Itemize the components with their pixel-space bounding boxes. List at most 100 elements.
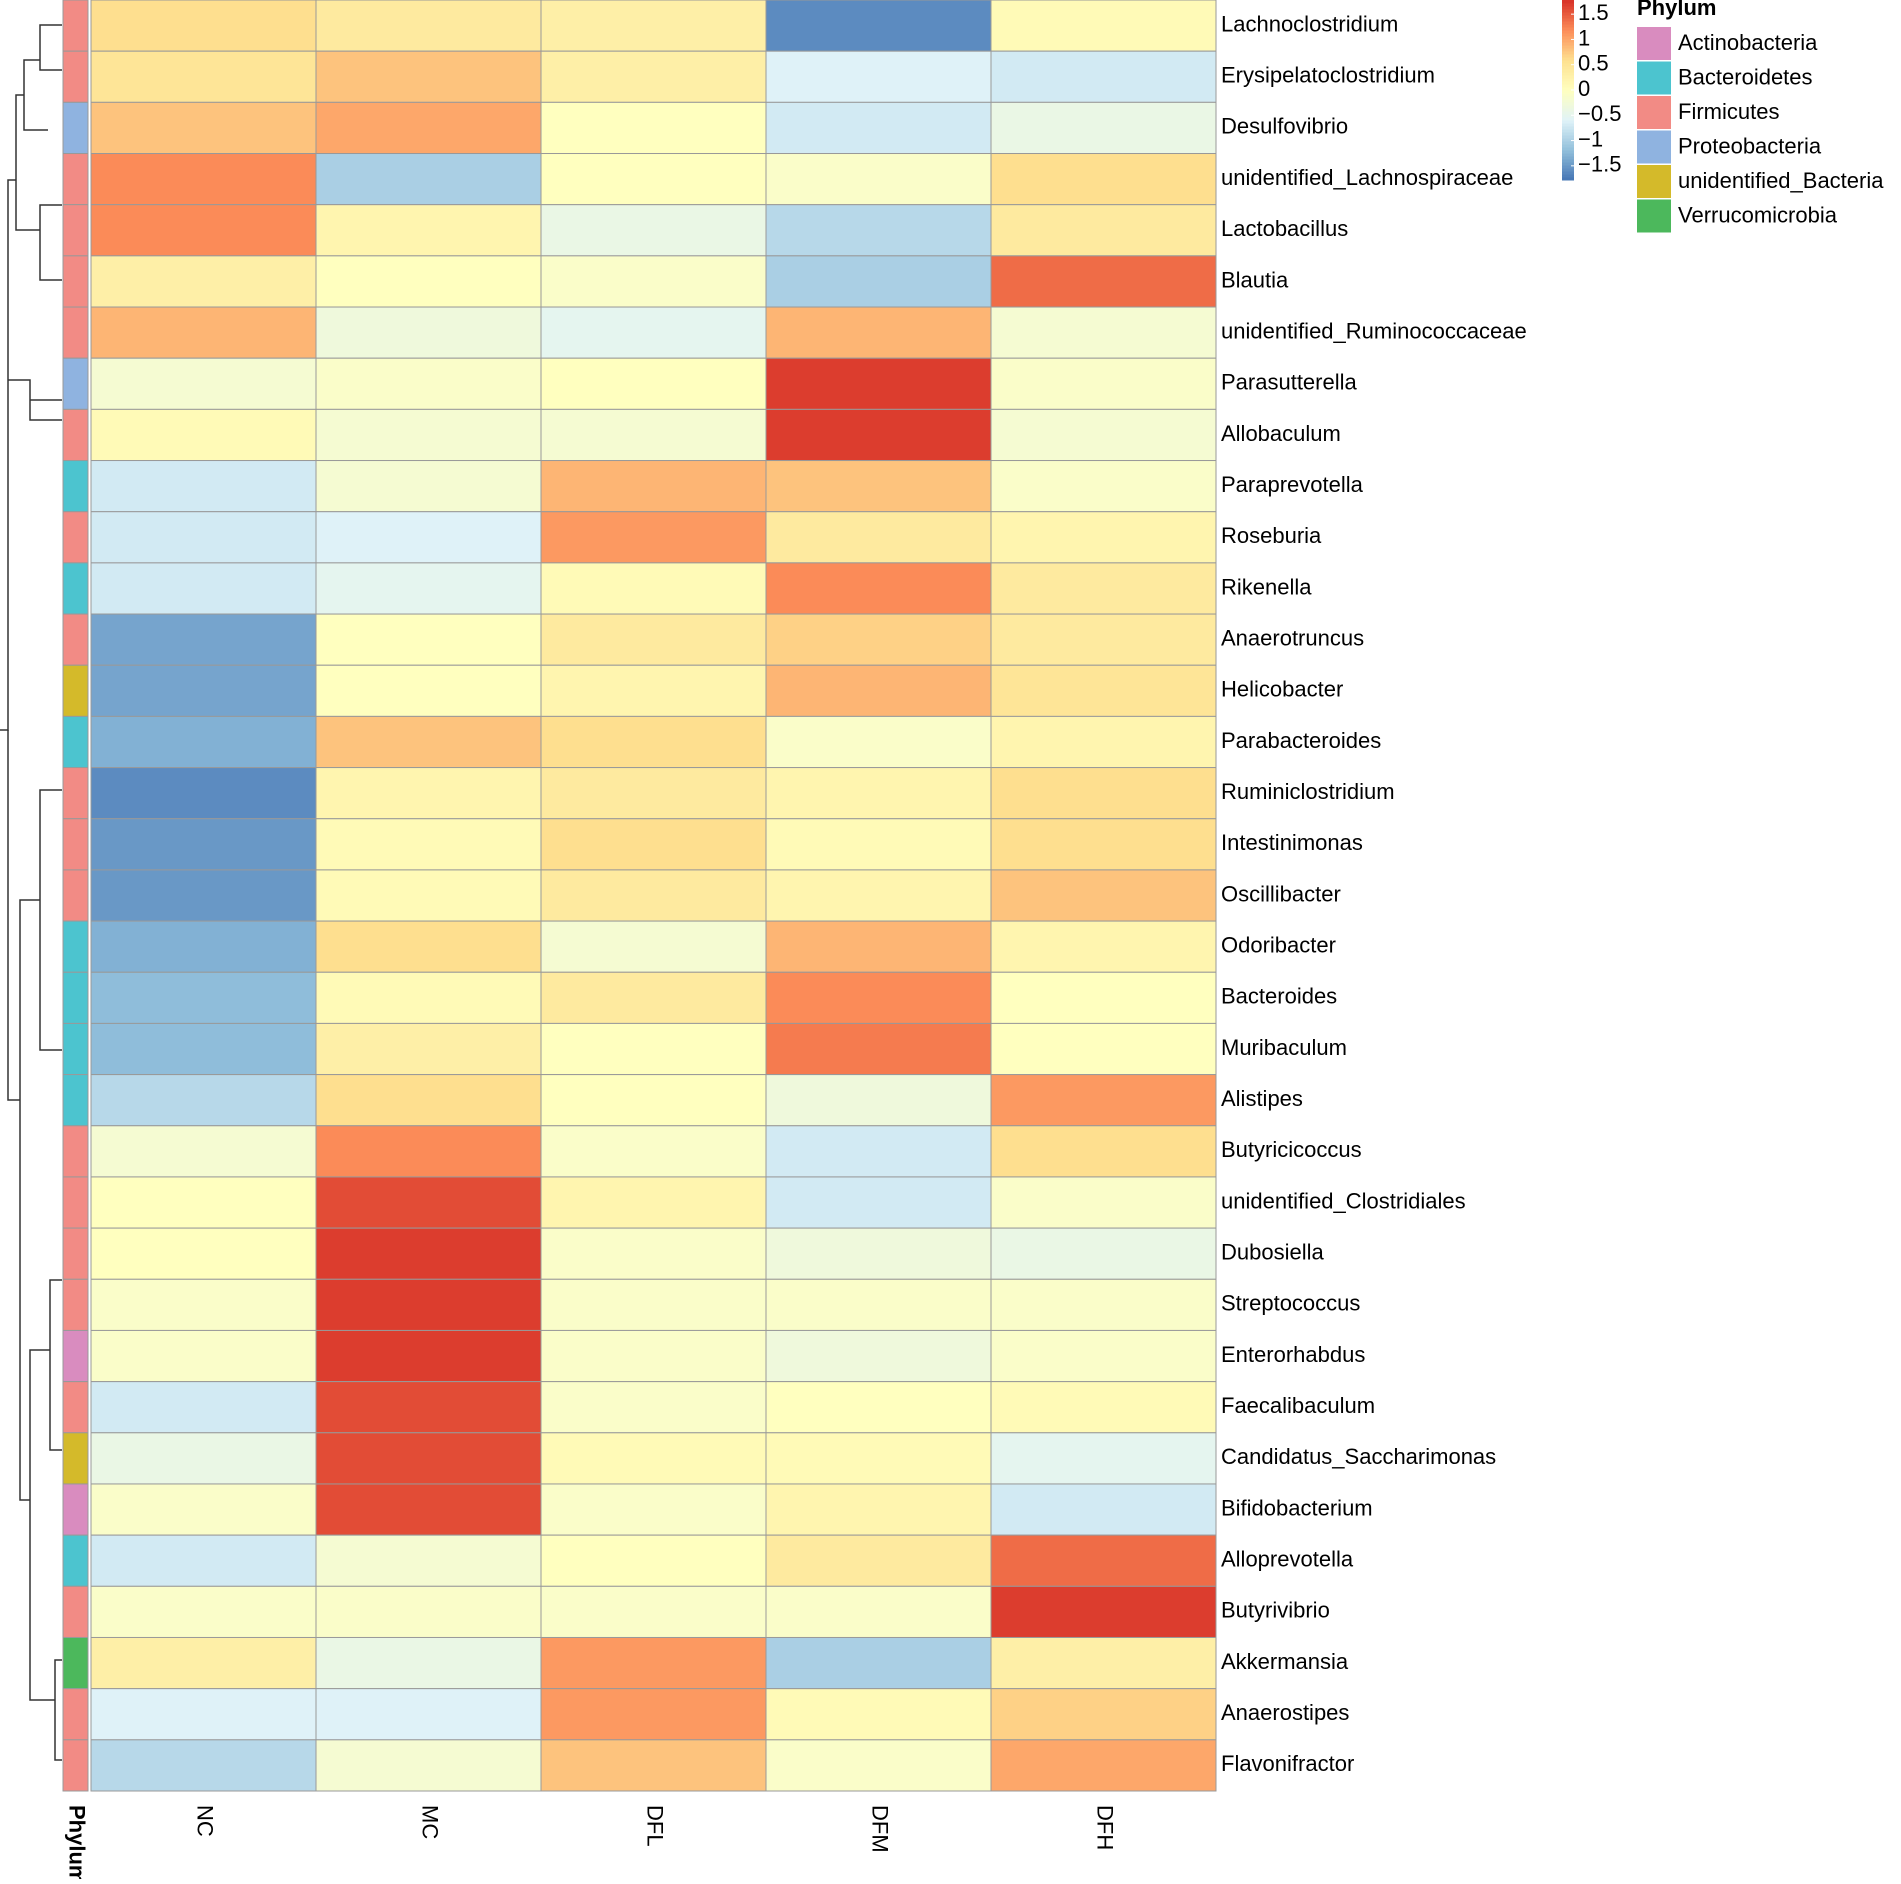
phylum-cell	[62, 153, 89, 206]
colorbar-tick-label: 1	[1578, 25, 1590, 50]
heat-cell	[315, 1022, 542, 1076]
heat-cell	[765, 1278, 992, 1331]
colorbar-segment	[1562, 15, 1574, 19]
heat-cell	[315, 1329, 542, 1383]
row-label: Streptococcus	[1221, 1291, 1360, 1316]
phylum-cell	[62, 818, 89, 871]
colorbar-segment	[1562, 165, 1574, 169]
colorbar-segment	[1562, 69, 1574, 73]
phylum-cell	[62, 971, 89, 1024]
legend-label: Bacteroidetes	[1678, 64, 1813, 89]
phylum-cell	[62, 511, 89, 564]
row-label: unidentified_Ruminococcaceae	[1221, 318, 1527, 343]
heat-cell	[540, 1022, 767, 1076]
colorbar-segment	[1562, 27, 1574, 31]
colorbar-segment	[1562, 63, 1574, 67]
row-label: Bifidobacterium	[1221, 1495, 1373, 1520]
heat-cell	[540, 1534, 767, 1587]
row-label: Candidatus_Saccharimonas	[1221, 1444, 1496, 1469]
colorbar-segment	[1562, 36, 1574, 40]
heat-cell	[540, 50, 767, 103]
heat-cell	[90, 204, 317, 257]
heat-cell	[990, 0, 1217, 52]
heat-cell	[990, 1688, 1217, 1741]
heat-cell	[90, 818, 317, 871]
heat-cell	[315, 1125, 542, 1178]
colorbar-segment	[1562, 108, 1574, 112]
heat-cell	[765, 50, 992, 103]
colorbar-segment	[1562, 48, 1574, 52]
heat-cell	[540, 460, 767, 513]
colorbar-segment	[1562, 132, 1574, 136]
heat-cell	[990, 562, 1217, 615]
heat-cell	[90, 1125, 317, 1178]
row-label: Desulfovibrio	[1221, 114, 1348, 139]
phylum-cell	[62, 204, 89, 257]
phylum-cell	[62, 1688, 89, 1741]
colorbar-segment	[1562, 177, 1574, 181]
heat-cell	[90, 460, 317, 513]
row-label: Alloprevotella	[1221, 1547, 1354, 1572]
heat-cell	[90, 1636, 317, 1690]
heat-cell	[765, 1688, 992, 1741]
heat-cell	[990, 664, 1217, 717]
heat-cell	[540, 715, 767, 769]
heat-cell	[315, 1432, 542, 1485]
row-label: Butyrivibrio	[1221, 1598, 1330, 1623]
heat-cell	[540, 0, 767, 52]
legend-swatch	[1637, 165, 1671, 198]
colorbar-segment	[1562, 150, 1574, 154]
colorbar-segment	[1562, 81, 1574, 85]
colorbar-segment	[1562, 144, 1574, 148]
heat-cell	[765, 767, 992, 820]
heat-cell	[990, 1432, 1217, 1485]
phylum-cell	[62, 869, 89, 922]
heat-cell	[990, 50, 1217, 103]
column-label: NC	[193, 1805, 218, 1837]
colorbar-tick-label: −1.5	[1578, 152, 1621, 177]
heat-cell	[990, 511, 1217, 564]
heat-cell	[990, 357, 1217, 410]
heat-cell	[90, 1227, 317, 1280]
phylum-cell	[62, 1534, 89, 1587]
heat-cell	[90, 0, 317, 52]
heat-cell	[90, 1074, 317, 1127]
heat-cell	[765, 1022, 992, 1076]
legend-title: Phylum	[1637, 0, 1716, 20]
heat-cell	[990, 153, 1217, 206]
phylum-cell	[62, 1176, 89, 1229]
phylum-cell	[62, 920, 89, 973]
heat-cell	[315, 869, 542, 922]
phylum-cell	[62, 0, 89, 52]
heat-cell	[765, 1381, 992, 1434]
heat-cell	[765, 0, 992, 52]
heat-cell	[540, 1176, 767, 1229]
heat-cell	[90, 1432, 317, 1485]
row-label: Paraprevotella	[1221, 472, 1364, 497]
heat-cell	[315, 971, 542, 1024]
colorbar-tick-label: 0	[1578, 76, 1590, 101]
colorbar-segment	[1562, 120, 1574, 124]
colorbar-segment	[1562, 12, 1574, 16]
phylum-cell	[62, 50, 89, 103]
heat-cell	[90, 511, 317, 564]
heat-cell	[765, 1483, 992, 1536]
heat-cell	[315, 1381, 542, 1434]
colorbar-segment	[1562, 111, 1574, 115]
heat-cell	[540, 1227, 767, 1280]
heat-cell	[990, 767, 1217, 820]
legend-swatch	[1637, 130, 1671, 164]
colorbar-segment	[1562, 153, 1574, 157]
colorbar-tick-label: 0.5	[1578, 51, 1609, 76]
colorbar-segment	[1562, 75, 1574, 79]
colorbar-segment	[1562, 159, 1574, 163]
colorbar-tick-label: −0.5	[1578, 101, 1621, 126]
heat-cell	[990, 1381, 1217, 1434]
legend-swatch	[1637, 199, 1671, 233]
phylum-cell	[62, 1739, 89, 1792]
heat-cell	[315, 1278, 542, 1331]
heat-cell	[765, 306, 992, 359]
heat-cell	[315, 1739, 542, 1792]
column-label: DFM	[868, 1805, 893, 1853]
